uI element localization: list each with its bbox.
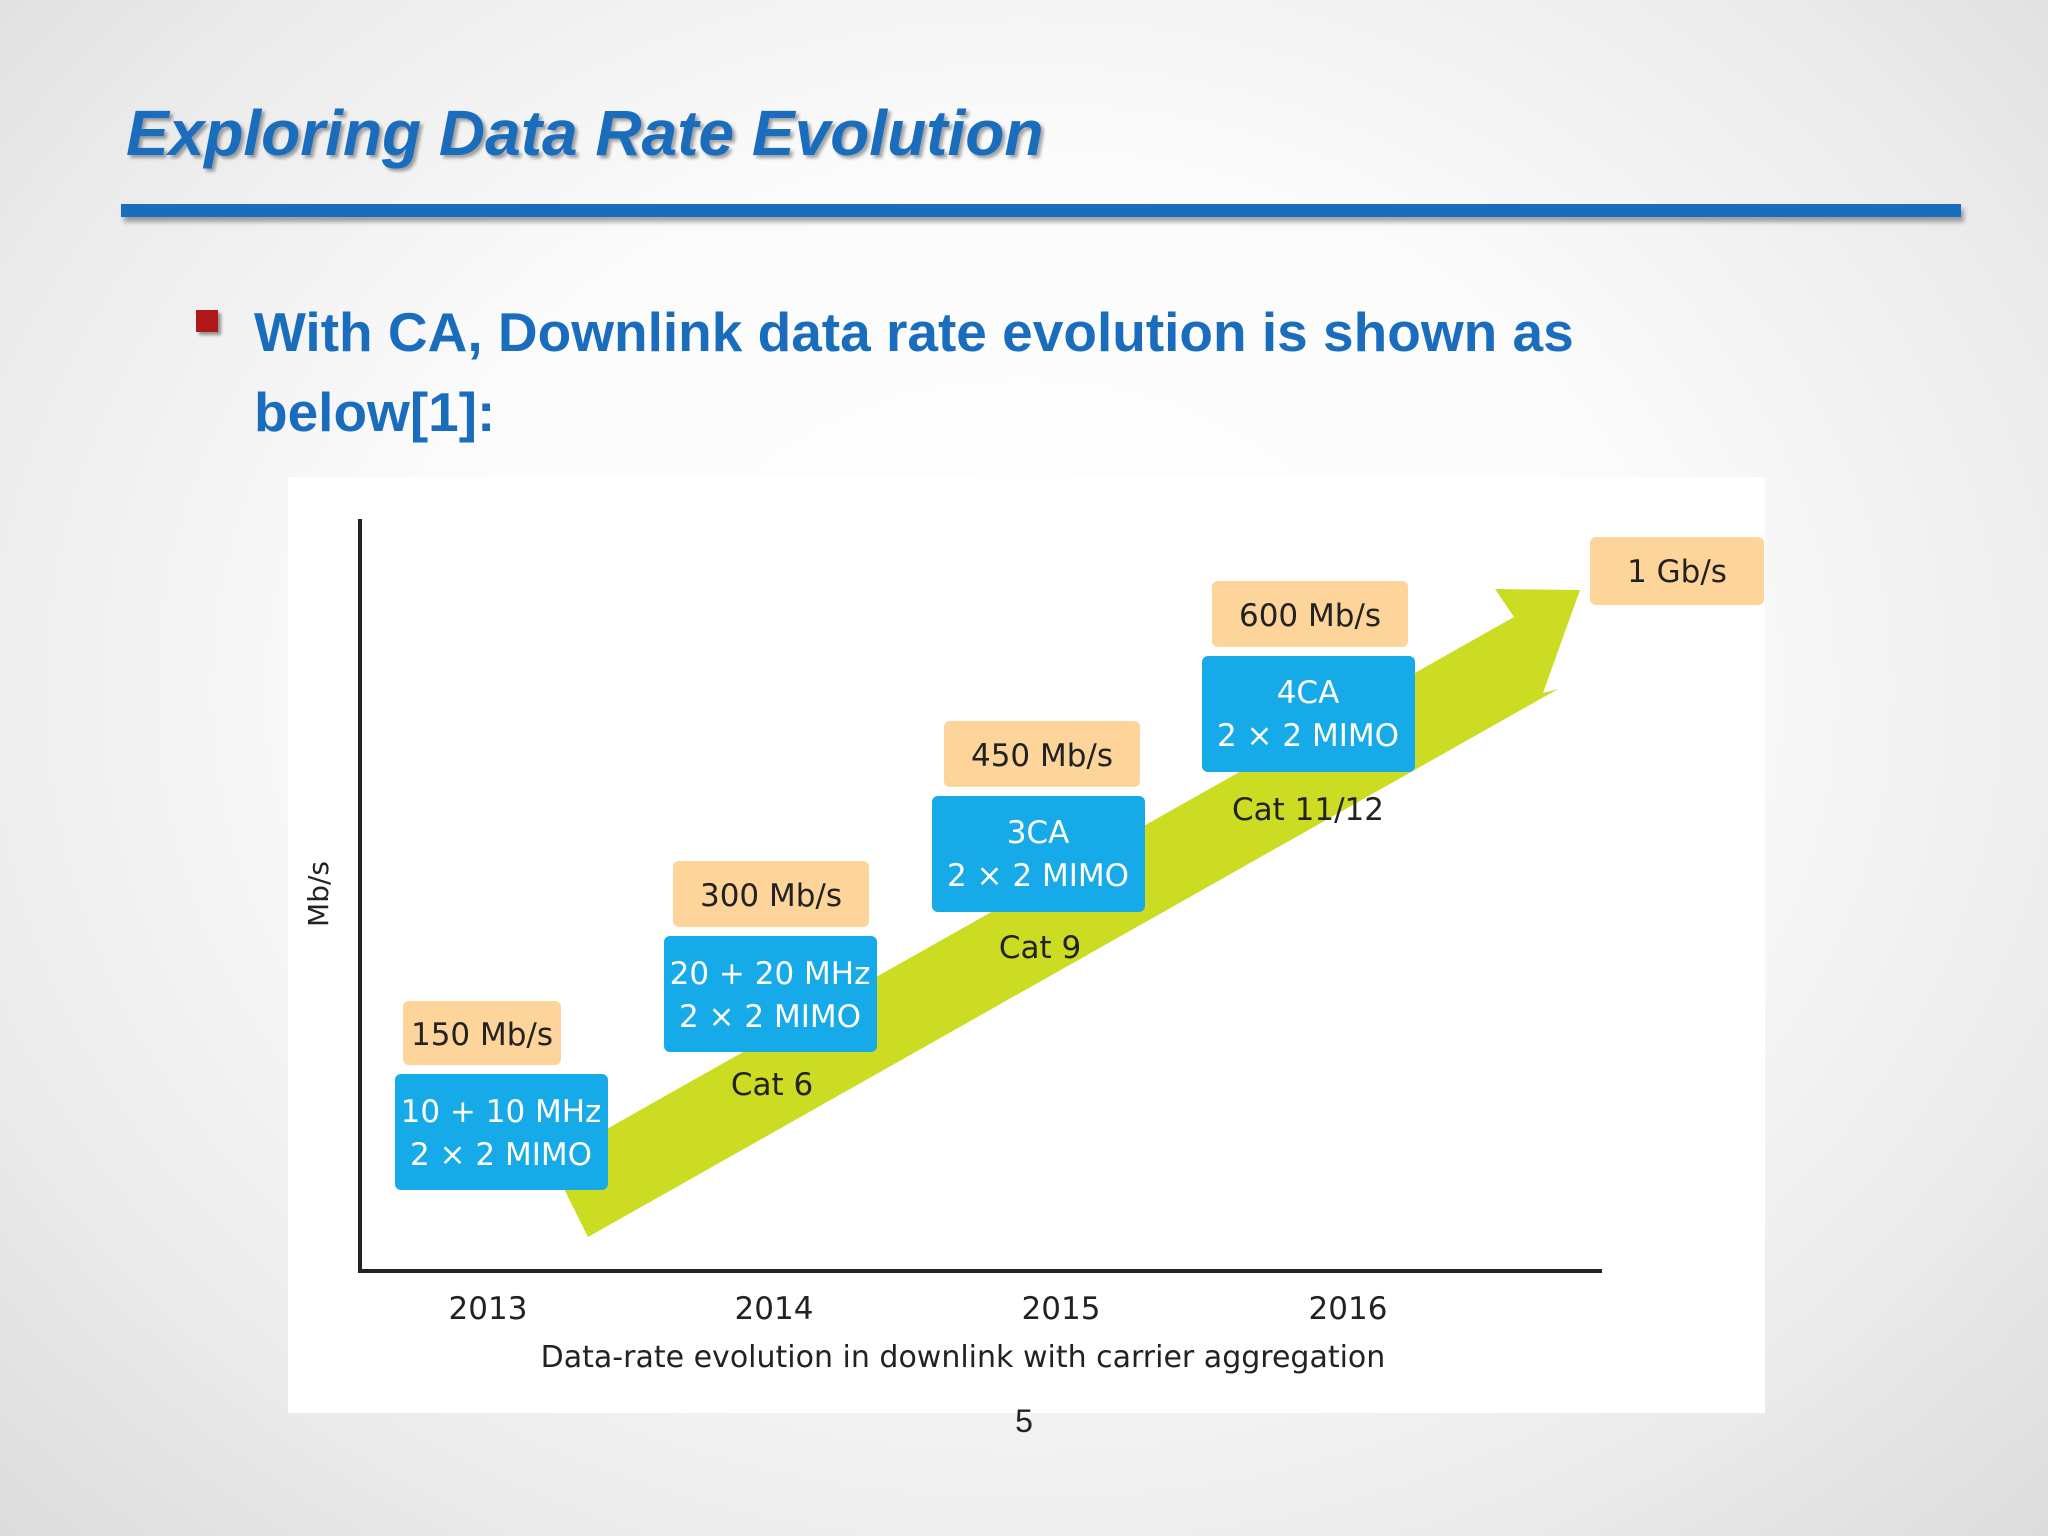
year-label-2013: 2013 bbox=[449, 1291, 528, 1327]
page-number: 5 bbox=[1015, 1403, 1033, 1439]
rate-box-1 bbox=[403, 1001, 561, 1065]
rate-box-3 bbox=[944, 721, 1140, 787]
rate-box-2 bbox=[673, 861, 869, 927]
rate-label-4: 600 Mb/s bbox=[1239, 598, 1381, 634]
bullet-square-icon bbox=[196, 310, 218, 332]
rate-label-1: 150 Mb/s bbox=[411, 1017, 553, 1053]
config-box-1 bbox=[395, 1074, 608, 1190]
year-label-2016: 2016 bbox=[1309, 1291, 1388, 1327]
category-label-4: Cat 11/12 bbox=[1232, 792, 1384, 828]
config-label-2a: 20 + 20 MHz bbox=[670, 956, 871, 992]
target-rate-box bbox=[1590, 537, 1764, 605]
config-label-1b: 2 × 2 MIMO bbox=[410, 1137, 592, 1173]
year-label-2014: 2014 bbox=[735, 1291, 814, 1327]
config-box-3 bbox=[932, 796, 1145, 912]
year-label-2015: 2015 bbox=[1022, 1291, 1101, 1327]
data-rate-diagram: Mb/s 150 Mb/s 10 + 10 MHz 2 × 2 MIMO 300… bbox=[302, 519, 1764, 1375]
config-label-3a: 3CA bbox=[1007, 815, 1070, 851]
config-label-4b: 2 × 2 MIMO bbox=[1217, 718, 1399, 754]
config-label-2b: 2 × 2 MIMO bbox=[679, 999, 861, 1035]
category-label-2: Cat 6 bbox=[731, 1067, 813, 1103]
figure-caption: Data-rate evolution in downlink with car… bbox=[541, 1340, 1386, 1375]
config-box-2 bbox=[664, 936, 877, 1052]
config-label-1a: 10 + 10 MHz bbox=[401, 1094, 602, 1130]
target-rate-label: 1 Gb/s bbox=[1627, 554, 1727, 590]
config-label-4a: 4CA bbox=[1277, 675, 1340, 711]
title-underline bbox=[121, 204, 1961, 217]
data-rate-figure: Mb/s 150 Mb/s 10 + 10 MHz 2 × 2 MIMO 300… bbox=[288, 477, 1765, 1413]
y-axis-label: Mb/s bbox=[302, 861, 335, 927]
config-label-3b: 2 × 2 MIMO bbox=[947, 858, 1129, 894]
rate-box-4 bbox=[1212, 581, 1408, 647]
slide-title: Exploring Data Rate Evolution bbox=[126, 97, 1044, 169]
bullet-text: With CA, Downlink data rate evolution is… bbox=[254, 301, 1574, 443]
rate-label-3: 450 Mb/s bbox=[971, 738, 1113, 774]
config-box-4 bbox=[1202, 656, 1415, 772]
rate-label-2: 300 Mb/s bbox=[700, 878, 842, 914]
category-label-3: Cat 9 bbox=[999, 930, 1081, 966]
